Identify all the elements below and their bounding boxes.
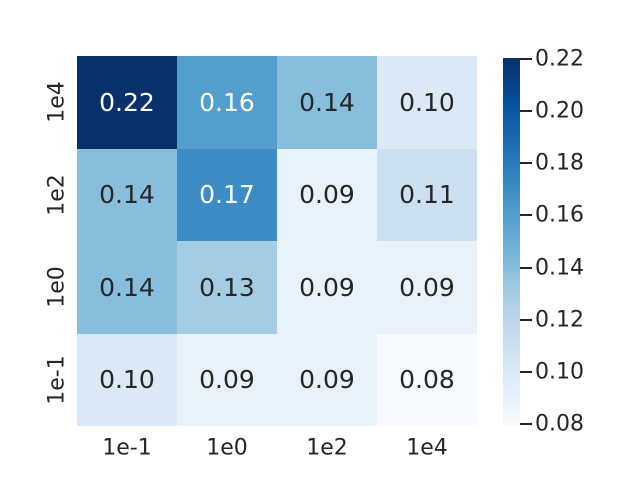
cell-value: 0.17 (199, 180, 255, 210)
heatmap-cell: 0.09 (277, 148, 377, 241)
colorbar-gradient (503, 58, 520, 425)
colorbar-tick-label: 0.20 (535, 98, 584, 124)
heatmap-cell: 0.08 (377, 333, 477, 426)
colorbar-tick-label: 0.08 (535, 411, 584, 437)
colorbar-tick-label: 0.14 (535, 255, 584, 281)
heatmap-cell: 0.13 (177, 241, 277, 334)
colorbar-tick (520, 162, 532, 165)
cell-value: 0.13 (199, 272, 255, 302)
heatmap-cell: 0.09 (277, 241, 377, 334)
cell-value: 0.22 (99, 87, 155, 117)
colorbar-tick (520, 318, 532, 321)
heatmap-cell: 0.09 (377, 241, 477, 334)
heatmap-cell: 0.10 (377, 56, 477, 149)
cell-value: 0.08 (399, 365, 455, 395)
colorbar-tick-label: 0.22 (535, 46, 584, 72)
cell-value: 0.09 (299, 272, 355, 302)
heatmap-grid: 0.22 0.16 0.14 0.10 0.14 0.17 0.09 0.11 0.14 0.13… (77, 56, 477, 426)
heatmap-cell: 0.14 (277, 56, 377, 149)
colorbar-tick (520, 423, 532, 425)
x-tick-label: 1e0 (206, 435, 248, 461)
cell-value: 0.10 (99, 365, 155, 395)
heatmap-cell: 0.22 (77, 56, 177, 149)
heatmap-cell: 0.16 (177, 56, 277, 149)
y-tick-label: 1e-1 (44, 355, 70, 405)
cell-value: 0.16 (199, 87, 255, 117)
heatmap-cell: 0.14 (77, 148, 177, 241)
y-tick-label: 1e2 (44, 173, 70, 216)
colorbar-tick-label: 0.12 (535, 307, 584, 333)
heatmap-cell: 0.09 (277, 333, 377, 426)
heatmap-cell: 0.11 (377, 148, 477, 241)
cell-value: 0.09 (299, 180, 355, 210)
colorbar-tick (520, 110, 532, 113)
colorbar-tick (520, 214, 532, 217)
heatmap-cell: 0.17 (177, 148, 277, 241)
y-tick-label: 1e4 (44, 81, 70, 124)
heatmap-cell: 0.09 (177, 333, 277, 426)
x-tick-label: 1e4 (406, 435, 448, 461)
y-tick-label: 1e0 (44, 266, 70, 309)
cell-value: 0.11 (399, 180, 455, 210)
colorbar-tick-label: 0.10 (535, 359, 584, 385)
cell-value: 0.14 (299, 87, 355, 117)
cell-value: 0.09 (199, 365, 255, 395)
cell-value: 0.09 (399, 272, 455, 302)
cell-value: 0.10 (399, 87, 455, 117)
cell-value: 0.14 (99, 180, 155, 210)
x-tick-label: 1e-1 (102, 435, 152, 461)
colorbar-tick (520, 266, 532, 269)
colorbar-tick-label: 0.18 (535, 150, 584, 176)
colorbar-tick (520, 58, 532, 60)
heatmap-cell: 0.14 (77, 241, 177, 334)
colorbar-tick-label: 0.16 (535, 202, 584, 228)
cell-value: 0.09 (299, 365, 355, 395)
cell-value: 0.14 (99, 272, 155, 302)
heatmap-cell: 0.10 (77, 333, 177, 426)
colorbar-tick (520, 370, 532, 373)
x-tick-label: 1e2 (306, 435, 348, 461)
